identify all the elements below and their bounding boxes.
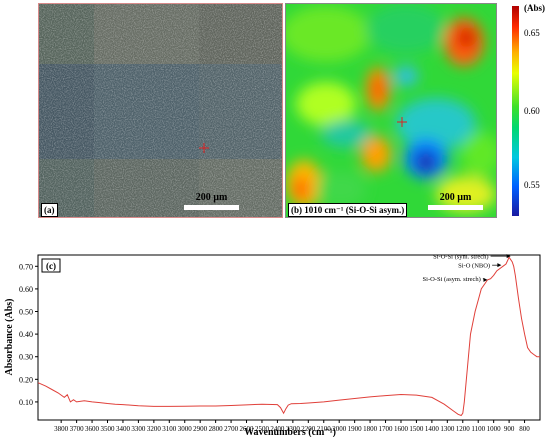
x-tick-label: 2200: [301, 425, 316, 433]
x-tick-label: 2400: [270, 425, 285, 433]
y-tick-label: 0.30: [19, 353, 33, 362]
x-tick-label: 2100: [317, 425, 332, 433]
x-tick-label: 1100: [471, 425, 485, 433]
x-tick-label: 2000: [332, 425, 347, 433]
annotation-label: Si-O-Si (asym. strech): [423, 276, 481, 283]
x-axis-label: Wavenumbers (cm⁻¹): [244, 427, 336, 437]
crosshair-marker: [397, 117, 407, 127]
y-tick-label: 0.60: [19, 285, 33, 294]
x-tick-label: 2900: [193, 425, 208, 433]
x-tick-label: 1000: [487, 425, 502, 433]
x-tick-label: 1900: [348, 425, 363, 433]
x-tick-label: 3500: [101, 425, 116, 433]
annotation-label: Si-O-Si (sym. strech): [433, 254, 488, 261]
x-tick-label: 3200: [147, 425, 162, 433]
panel-tag-b: (b) 1010 cm⁻¹ (Si-O-Si asym.): [288, 203, 408, 217]
x-tick-label: 2500: [255, 425, 270, 433]
x-tick-label: 2700: [224, 425, 239, 433]
y-axis: 0.10 0.20 0.30 0.40 0.50 0.60 0.70: [19, 262, 38, 407]
scale-bar-label-a: 200 µm: [195, 192, 228, 203]
scale-bar-label-b: 200 µm: [439, 192, 472, 203]
ir-spectrum-chart: 3800 3700 3600 3500 3400 3300 3200 3100 3000 2900…: [4, 254, 541, 437]
x-tick-label: 2600: [240, 425, 255, 433]
scale-bar-a: [184, 205, 239, 210]
x-tick-label: 3600: [85, 425, 100, 433]
x-tick-label: 3000: [178, 425, 193, 433]
x-tick-label: 1800: [363, 425, 378, 433]
panel-tag-c: (c): [46, 261, 56, 271]
optical-micrograph: [39, 4, 282, 217]
colorbar-unit: (Abs): [524, 3, 546, 13]
x-tick-label: 900: [504, 425, 515, 433]
spectrum-line: [37, 256, 540, 417]
y-tick-label: 0.20: [19, 375, 33, 384]
colorbar-tick-060: 0.60: [524, 106, 540, 116]
y-axis-label: Absorbance (Abs): [4, 299, 15, 376]
x-tick-label: 3100: [162, 425, 177, 433]
y-tick-label: 0.40: [19, 330, 33, 339]
x-tick-label: 1400: [425, 425, 440, 433]
x-tick-label: 1600: [394, 425, 409, 433]
x-tick-label: 1300: [440, 425, 455, 433]
annotation-arrowhead: [483, 277, 488, 282]
x-tick-label: 1200: [456, 425, 471, 433]
x-tick-label: 3800: [54, 425, 69, 433]
peak-annotations: Si-O-Si (sym. strech) Si-O (NBO) Si-O-Si (…: [423, 254, 511, 283]
y-tick-label: 0.70: [19, 262, 33, 271]
plot-frame: [37, 254, 541, 421]
annotation-arrowhead: [497, 263, 502, 268]
optical-image-panel: (a) 200 µm: [38, 3, 283, 218]
chemical-map: [286, 4, 496, 217]
x-tick-label: 2300: [286, 425, 301, 433]
annotation-label: Si-O (NBO): [458, 263, 490, 270]
scale-bar-b: [428, 205, 483, 210]
x-tick-label: 3300: [131, 425, 146, 433]
x-tick-label: 2800: [209, 425, 224, 433]
panel-tag-c-box: [41, 258, 61, 273]
y-tick-label: 0.50: [19, 308, 33, 317]
chemical-map-panel: (b) 1010 cm⁻¹ (Si-O-Si asym.) 200 µm: [285, 3, 497, 218]
colorbar-tick-065: 0.65: [524, 28, 540, 38]
panel-tag-a: (a): [41, 203, 58, 217]
crosshair-marker: [199, 143, 209, 153]
x-tick-label: 800: [519, 425, 530, 433]
colorbar: [512, 6, 519, 216]
x-tick-label: 1700: [379, 425, 394, 433]
x-tick-label: 3700: [70, 425, 85, 433]
x-tick-label: 1500: [409, 425, 424, 433]
colorbar-tick-055: 0.55: [524, 180, 540, 190]
x-axis: 3800 3700 3600 3500 3400 3300 3200 3100 3000 2900…: [54, 420, 530, 433]
x-tick-label: 3400: [116, 425, 131, 433]
annotation-arrowhead: [506, 254, 511, 259]
y-tick-label: 0.10: [19, 398, 33, 407]
